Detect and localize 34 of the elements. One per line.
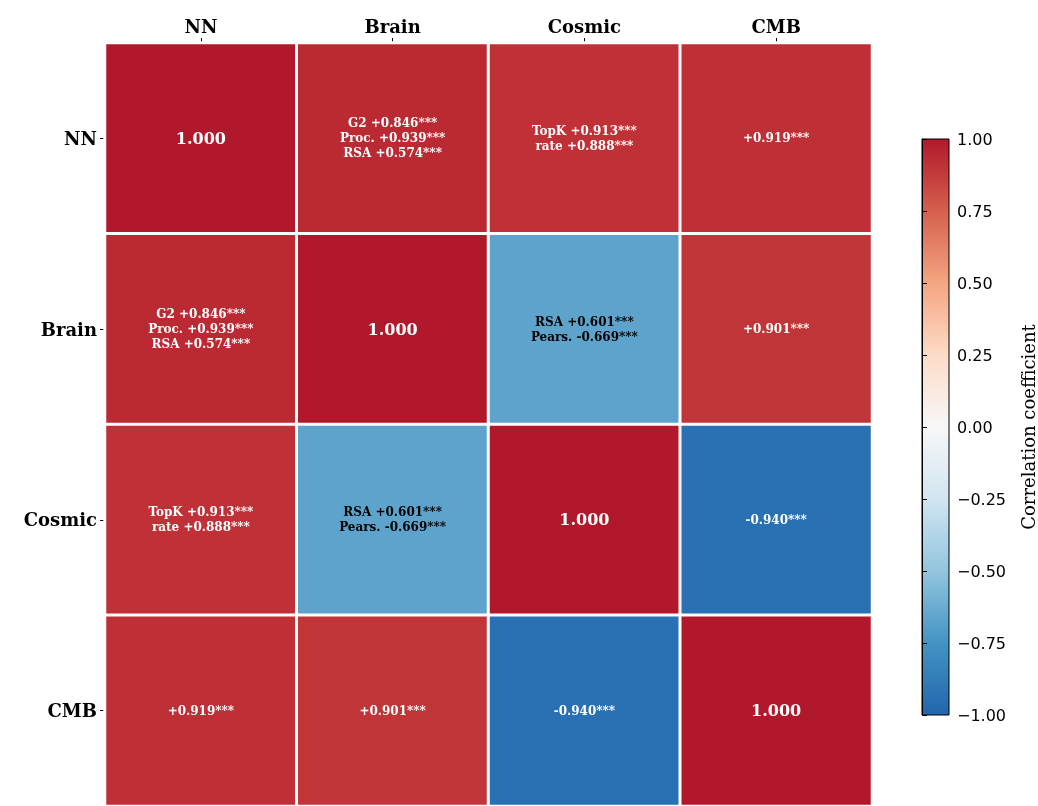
y-tick-label: CMB — [47, 700, 97, 722]
data-label: 1.000 — [751, 701, 802, 721]
data-label: +0.901*** — [359, 703, 427, 718]
data-label: -0.940*** — [553, 703, 616, 718]
x-tick-label: Brain — [364, 15, 421, 37]
color-bar-title: Correlation coefficient — [1017, 323, 1038, 530]
x-tick-label: Cosmic — [547, 15, 622, 37]
color-bar-label: −0.50 — [957, 561, 1007, 581]
text: TopK +0.913*** rate +0.888*** — [148, 505, 254, 535]
x-tick-label: CMB — [751, 15, 801, 37]
color-bar-label: −0.25 — [957, 489, 1007, 509]
text: TopK +0.913*** rate +0.888*** — [531, 123, 637, 153]
color-bar-label: −0.75 — [957, 633, 1007, 653]
color-bar-label: −1.00 — [957, 705, 1007, 725]
data-label: 1.000 — [559, 510, 610, 530]
y-tick-label: Brain — [40, 318, 97, 340]
y-tick-label: NN — [64, 127, 97, 149]
x-tick-label: NN — [184, 15, 218, 37]
y-tick-label: Cosmic — [23, 509, 98, 531]
data-label: +0.901*** — [742, 322, 811, 337]
color-bar-label: 0.75 — [957, 201, 993, 221]
text: RSA +0.601*** Pears. -0.669*** — [339, 505, 447, 535]
data-label: +0.919*** — [167, 703, 235, 718]
color-bar-label: 0.25 — [957, 345, 993, 365]
color-bar-label: 0.00 — [957, 417, 993, 437]
text: RSA +0.601*** Pears. -0.669*** — [530, 314, 638, 344]
data-label: -0.940*** — [745, 512, 808, 527]
color-bar-label: 0.50 — [957, 273, 993, 293]
data-label: 1.000 — [367, 319, 418, 339]
data-label: 1.000 — [175, 128, 226, 148]
text: G2 +0.846*** Proc. +0.939*** RSA +0.574*** — [339, 116, 446, 161]
data-label: +0.919*** — [742, 131, 811, 146]
text: G2 +0.846*** Proc. +0.939*** RSA +0.574*** — [148, 307, 254, 352]
color-bar-label: 1.00 — [957, 129, 993, 149]
